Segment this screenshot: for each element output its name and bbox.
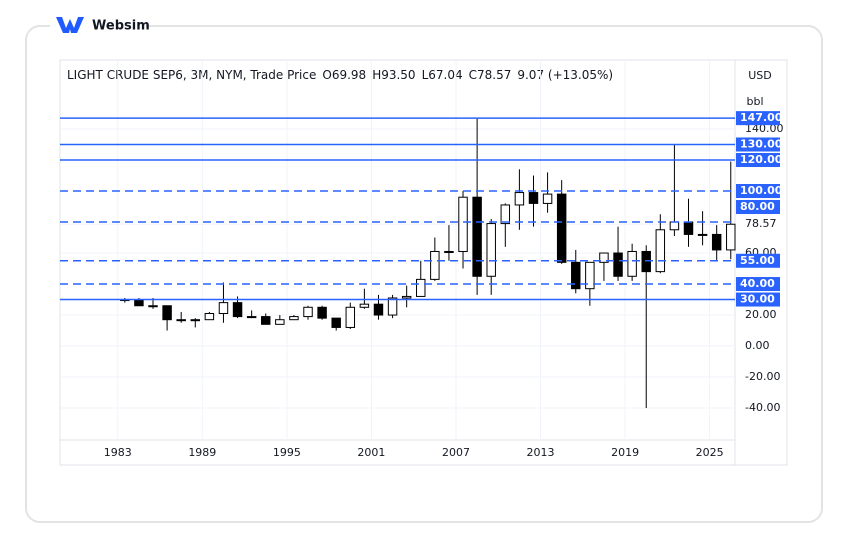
logo-bg bbox=[50, 14, 146, 38]
level-label: 55.00 bbox=[740, 254, 775, 267]
candle-body bbox=[416, 278, 426, 297]
chart-header: LIGHT CRUDE SEP6, 3M, NYM, Trade Price O6… bbox=[67, 68, 613, 82]
x-tick-label: 2025 bbox=[696, 446, 724, 459]
candle-body bbox=[345, 306, 356, 328]
header-field: LIGHT CRUDE SEP6, 3M, NYM, Trade Price bbox=[67, 68, 316, 82]
level-label: 30.00 bbox=[740, 293, 775, 306]
candle-body bbox=[289, 316, 299, 321]
candle-body bbox=[669, 221, 680, 231]
candle-body bbox=[627, 250, 637, 277]
candle-body bbox=[162, 305, 172, 321]
candle-body bbox=[359, 303, 370, 308]
candle-body bbox=[711, 233, 722, 251]
brand-name: Websim bbox=[92, 19, 150, 34]
candle-body bbox=[514, 192, 525, 206]
y-tick-label: 78.57 bbox=[745, 217, 777, 230]
candle-body bbox=[218, 302, 229, 314]
candle-body bbox=[458, 196, 468, 252]
candle-body bbox=[613, 252, 623, 277]
candle-body bbox=[148, 305, 158, 308]
candle-body bbox=[246, 316, 257, 319]
x-tick-label: 2007 bbox=[442, 446, 470, 459]
candle-body bbox=[655, 229, 666, 273]
level-label-bg bbox=[736, 111, 780, 126]
chart-panel bbox=[59, 59, 788, 466]
candle-body bbox=[204, 312, 215, 321]
x-tick-label: 1983 bbox=[104, 446, 132, 459]
logo-icon bbox=[56, 17, 84, 33]
candle-body bbox=[303, 306, 313, 318]
level-label: 130.00 bbox=[740, 137, 783, 150]
candle-body bbox=[571, 261, 581, 290]
candle-body bbox=[683, 221, 694, 235]
candle-body bbox=[585, 261, 595, 290]
header-field: H93.50 bbox=[372, 68, 415, 82]
y-tick-label: 140.00 bbox=[745, 122, 784, 135]
level-label: 40.00 bbox=[740, 277, 775, 290]
level-label-bg bbox=[736, 200, 780, 215]
header-field: 9.07 (+13.05%) bbox=[517, 68, 613, 82]
candle-body bbox=[556, 193, 567, 263]
x-tick-label: 1989 bbox=[188, 446, 216, 459]
candle-body bbox=[486, 223, 496, 277]
header-field: C78.57 bbox=[469, 68, 512, 82]
y-tick-label: 20.00 bbox=[745, 308, 777, 321]
level-label-bg bbox=[736, 277, 780, 292]
y-tick-label: 0.00 bbox=[745, 339, 770, 352]
level-label-bg bbox=[736, 153, 780, 167]
candle-body bbox=[401, 295, 412, 299]
candle-body bbox=[331, 317, 341, 328]
candle-body bbox=[500, 204, 511, 225]
candle-body bbox=[472, 196, 482, 277]
level-label: 120.00 bbox=[740, 153, 783, 166]
x-tick-label: 1995 bbox=[273, 446, 301, 459]
candle-body bbox=[275, 319, 285, 325]
x-tick-label: 2019 bbox=[611, 446, 639, 459]
header-field: O69.98 bbox=[322, 68, 366, 82]
candle-body bbox=[232, 302, 243, 318]
level-label-bg bbox=[736, 253, 780, 268]
candle-body bbox=[176, 319, 186, 322]
level-label: 80.00 bbox=[740, 200, 775, 213]
candle-body bbox=[373, 303, 384, 316]
level-label-bg bbox=[736, 137, 780, 152]
candle-body bbox=[190, 319, 201, 322]
candle-body bbox=[387, 297, 398, 316]
currency: USD bbox=[748, 69, 772, 82]
candle-body bbox=[261, 316, 271, 325]
candle-body bbox=[317, 306, 327, 319]
candle-body bbox=[599, 252, 609, 263]
candle-body bbox=[542, 193, 553, 204]
candle-body bbox=[528, 192, 539, 204]
level-label-bg bbox=[736, 292, 780, 307]
candle-body bbox=[134, 299, 144, 307]
x-tick-label: 2013 bbox=[527, 446, 555, 459]
candle-body bbox=[697, 233, 708, 236]
candle-body bbox=[444, 250, 454, 253]
level-label-bg bbox=[736, 184, 780, 199]
candle-body bbox=[641, 250, 651, 273]
candle-body bbox=[726, 223, 736, 251]
x-tick-label: 2001 bbox=[357, 446, 385, 459]
level-label: 147.00 bbox=[740, 111, 783, 124]
y-tick-label: -20.00 bbox=[745, 370, 780, 383]
level-label: 100.00 bbox=[740, 184, 783, 197]
y-tick-label: -40.00 bbox=[745, 401, 780, 414]
unit: bbl bbox=[746, 95, 763, 108]
header-field: L67.04 bbox=[422, 68, 463, 82]
candle-body bbox=[430, 250, 440, 280]
